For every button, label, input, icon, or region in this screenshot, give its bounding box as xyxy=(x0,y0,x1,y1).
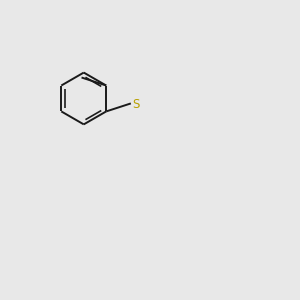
Text: S: S xyxy=(132,98,140,111)
